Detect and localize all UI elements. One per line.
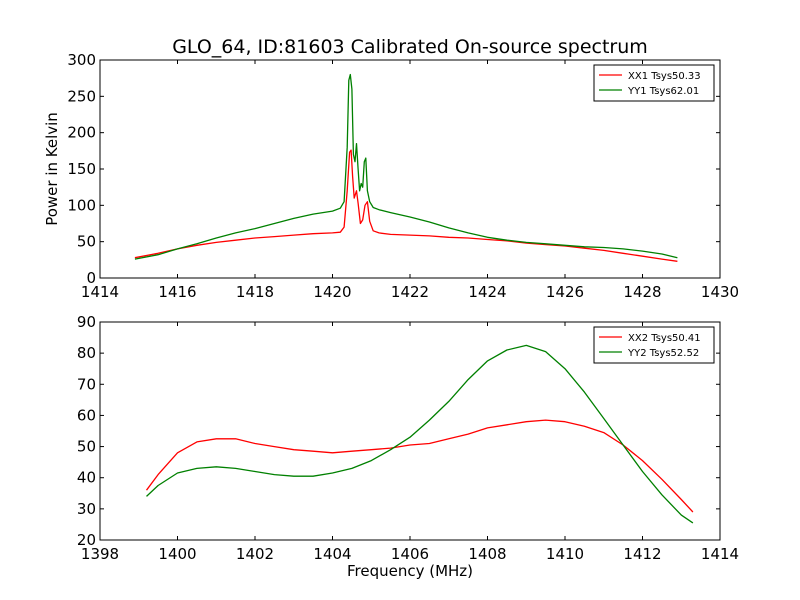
top-legend-label-2: YY1 Tsys62.01 (627, 86, 699, 97)
figure-title: GLO_64, ID:81603 Calibrated On-source sp… (172, 36, 648, 58)
top-x-tick-label: 1420 (313, 283, 351, 301)
top-y-tick-label: 150 (67, 160, 96, 178)
top-x-tick-label: 1426 (546, 283, 584, 301)
top-panel: 1414 1416 1418 1420 1422 1424 1426 1428 1430 0 50 1… (67, 51, 739, 301)
bottom-x-tick-label: 1406 (391, 545, 429, 563)
top-legend: XX1 Tsys50.33 YY1 Tsys62.01 (593, 64, 715, 102)
top-y-tick-label: 200 (67, 124, 96, 142)
top-x-tick-label: 1416 (158, 283, 196, 301)
bottom-y-tick-label: 30 (77, 500, 96, 518)
bottom-legend: XX2 Tsys50.41 YY2 Tsys52.52 (593, 326, 715, 364)
top-series-line-2 (134, 73, 678, 260)
bottom-y-tick-label: 90 (77, 313, 96, 331)
bottom-series-line-2 (146, 344, 694, 524)
bottom-panel: 1398 1400 1402 1404 1406 1408 1410 1412 1414 20 30… (77, 313, 739, 563)
top-x-tick-label: 1424 (468, 283, 506, 301)
bottom-x-tick-label: 1398 (81, 545, 119, 563)
bottom-x-tick-label: 1412 (623, 545, 661, 563)
y-axis-label-top: Power in Kelvin (43, 112, 61, 226)
top-legend-label-1: XX1 Tsys50.33 (628, 71, 701, 82)
bottom-y-tick-label: 70 (77, 375, 96, 393)
bottom-x-tick-label: 1404 (313, 545, 351, 563)
bottom-y-tick-label: 60 (77, 406, 96, 424)
bottom-x-tick-label: 1402 (236, 545, 274, 563)
top-series-line-1 (134, 149, 678, 262)
top-x-tick-label: 1422 (391, 283, 429, 301)
bottom-y-tick-label: 20 (77, 531, 96, 549)
bottom-x-tick-label: 1414 (701, 545, 739, 563)
bottom-legend-label-2: YY2 Tsys52.52 (627, 348, 699, 359)
top-y-tick-label: 300 (67, 51, 96, 69)
top-legend-box (593, 64, 715, 102)
top-x-tick-label: 1418 (236, 283, 274, 301)
top-y-tick-label: 250 (67, 87, 96, 105)
bottom-y-tick-label: 80 (77, 344, 96, 362)
bottom-series-line-1 (145, 419, 694, 513)
top-x-tick-label: 1428 (623, 283, 661, 301)
x-axis-label-bottom: Frequency (MHz) (347, 562, 473, 580)
top-y-tick-label: 100 (67, 196, 96, 214)
bottom-y-tick-label: 50 (77, 438, 96, 456)
bottom-legend-box (593, 326, 715, 364)
bottom-x-tick-label: 1410 (546, 545, 584, 563)
bottom-x-tick-label: 1400 (158, 545, 196, 563)
top-x-tick-label: 1414 (81, 283, 119, 301)
top-x-tick-label: 1430 (701, 283, 739, 301)
bottom-y-tick-label: 40 (77, 469, 96, 487)
bottom-legend-label-1: XX2 Tsys50.41 (628, 333, 701, 344)
top-y-tick-label: 50 (77, 233, 96, 251)
top-y-tick-label: 0 (86, 269, 96, 287)
bottom-x-tick-label: 1408 (468, 545, 506, 563)
